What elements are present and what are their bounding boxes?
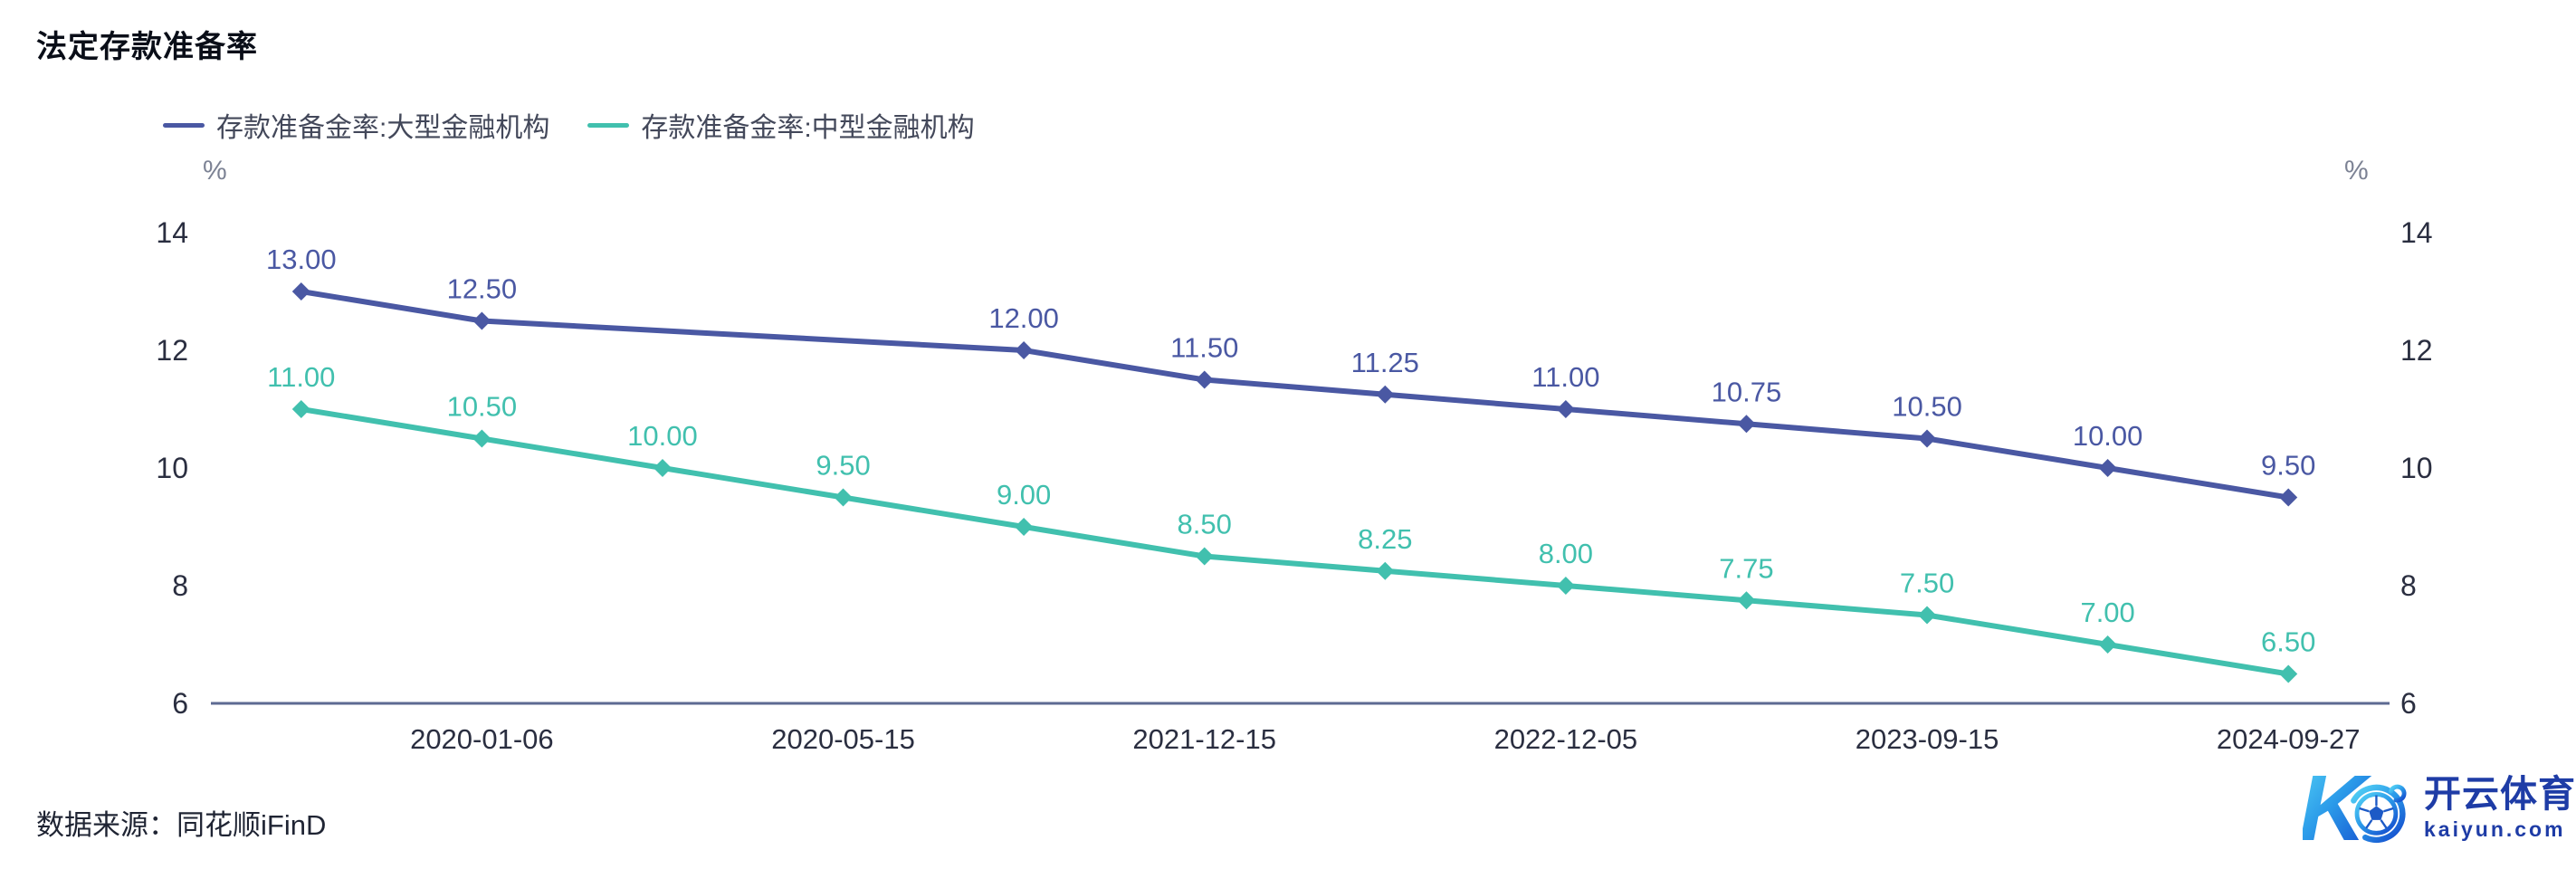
- data-point-marker[interactable]: [1015, 518, 1034, 536]
- series-medium-institutions: 11.00 10.50 10.00 9.50 9.00 8.50 8.25 8.00 7.75 7…: [267, 361, 2315, 683]
- data-point-marker[interactable]: [472, 311, 491, 330]
- data-point-marker[interactable]: [834, 488, 853, 507]
- y-axis-tick-right: 14: [2400, 216, 2433, 249]
- data-point-marker[interactable]: [1556, 577, 1575, 595]
- legend-label-medium: 存款准备金率:中型金融机构: [641, 113, 975, 143]
- data-point-label: 12.00: [988, 302, 1059, 334]
- series-line: [298, 289, 2292, 501]
- legend-item-large-institutions[interactable]: 存款准备金率:大型金融机构: [163, 105, 549, 145]
- legend-item-medium-institutions[interactable]: 存款准备金率:中型金融机构: [587, 105, 975, 145]
- data-point-label: 13.00: [266, 244, 337, 275]
- x-axis-tick-label: 2022-12-05: [1494, 723, 1638, 755]
- data-point-label: 6.50: [2261, 626, 2315, 658]
- data-point-marker[interactable]: [1195, 370, 1214, 389]
- y-axis-tick-right: 8: [2400, 569, 2417, 602]
- data-point-marker[interactable]: [1015, 341, 1034, 359]
- y-axis-tick-left: 14: [156, 216, 188, 249]
- data-point-marker[interactable]: [291, 400, 310, 418]
- data-point-label: 11.50: [1170, 332, 1238, 364]
- data-point-marker[interactable]: [1737, 415, 1756, 434]
- data-point-label: 7.00: [2080, 597, 2134, 628]
- y-axis-tick-right: 12: [2400, 334, 2433, 367]
- data-point-marker[interactable]: [2098, 459, 2117, 477]
- data-point-label: 11.25: [1351, 347, 1419, 378]
- data-point-marker[interactable]: [1556, 400, 1575, 418]
- logo-text-block: 开云体育 kaiyun.com: [2424, 775, 2576, 841]
- y-axis-tick-left: 8: [172, 569, 188, 602]
- data-point-label: 10.00: [2073, 420, 2143, 452]
- series-line: [298, 406, 2292, 677]
- legend-line-swatch-large: [163, 122, 205, 128]
- data-point-label: 10.75: [1712, 376, 1782, 407]
- x-axis-tick-label: 2021-12-15: [1132, 723, 1276, 755]
- data-point-marker[interactable]: [1737, 591, 1756, 610]
- x-axis-tick-label: 2023-09-15: [1856, 723, 1999, 755]
- logo-brand-text: 开云体育: [2424, 773, 2576, 816]
- data-point-marker[interactable]: [1918, 606, 1937, 625]
- logo-domain-text: kaiyun.com: [2424, 816, 2566, 841]
- x-axis-tick-label: 2020-01-06: [410, 723, 554, 755]
- data-point-label: 10.50: [1892, 391, 1962, 423]
- data-point-label: 7.50: [1900, 568, 1954, 599]
- data-point-marker[interactable]: [1195, 547, 1214, 566]
- series-large-institutions: 13.00 12.50 12.00 11.50 11.25 11.00 10.75 10.50…: [266, 244, 2315, 507]
- y-axis-tick-left: 6: [172, 687, 188, 720]
- y-axis-tick-right: 6: [2400, 687, 2417, 720]
- x-axis-tick-label: 2020-05-15: [771, 723, 915, 755]
- data-point-marker[interactable]: [472, 429, 491, 448]
- data-point-label: 9.00: [997, 479, 1051, 511]
- data-point-label: 9.50: [816, 450, 870, 482]
- data-point-marker[interactable]: [291, 282, 310, 301]
- y-axis-unit-left: %: [203, 156, 227, 186]
- y-axis-tick-right: 10: [2400, 452, 2433, 484]
- data-point-label: 9.50: [2261, 450, 2315, 482]
- data-point-marker[interactable]: [1918, 429, 1937, 448]
- data-point-marker[interactable]: [2279, 664, 2298, 683]
- data-point-label: 8.25: [1358, 523, 1412, 555]
- data-point-label: 7.75: [1719, 552, 1773, 584]
- data-point-label: 8.00: [1539, 538, 1593, 569]
- data-point-marker[interactable]: [1376, 561, 1395, 580]
- data-point-marker[interactable]: [2279, 488, 2298, 507]
- data-point-label: 11.00: [267, 361, 335, 393]
- legend: 存款准备金率:大型金融机构 存款准备金率:中型金融机构: [163, 105, 975, 145]
- legend-line-swatch-medium: [587, 122, 630, 128]
- legend-label-large: 存款准备金率:大型金融机构: [216, 113, 550, 143]
- kaiyun-logo: K 开云体育 kaiyun.com: [2303, 762, 2576, 855]
- data-point-label: 10.00: [627, 420, 698, 452]
- y-axis-tick-left: 12: [156, 334, 188, 367]
- data-point-marker[interactable]: [653, 459, 672, 477]
- data-point-label: 8.50: [1178, 509, 1232, 540]
- kaiyun-k-football-icon: K: [2303, 762, 2407, 855]
- chart-title: 法定存款准备率: [36, 30, 258, 64]
- data-point-marker[interactable]: [2098, 635, 2117, 654]
- y-axis-unit-right: %: [2344, 156, 2369, 186]
- data-source: 数据来源：同花顺iFinD: [36, 809, 327, 841]
- data-point-label: 12.50: [447, 273, 518, 305]
- data-point-marker[interactable]: [1376, 385, 1395, 404]
- y-axis-tick-left: 10: [156, 452, 188, 484]
- data-point-label: 11.00: [1531, 361, 1599, 393]
- data-point-label: 10.50: [447, 391, 518, 423]
- x-axis-tick-label: 2024-09-27: [2217, 723, 2361, 755]
